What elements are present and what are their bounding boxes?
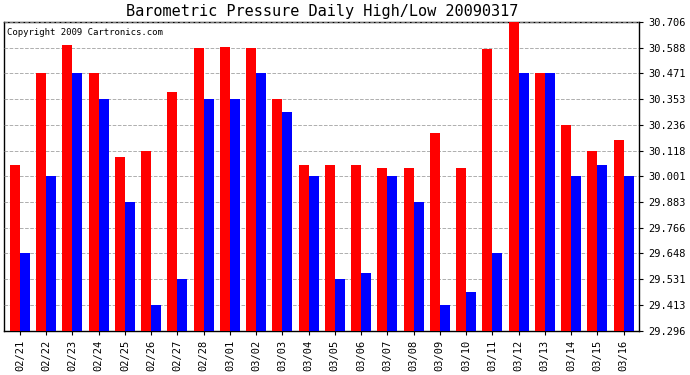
Bar	[482, 50, 493, 330]
Bar	[335, 279, 345, 330]
Bar	[299, 165, 308, 330]
Bar	[125, 202, 135, 330]
Bar	[561, 124, 571, 330]
Bar	[72, 73, 82, 330]
Bar	[325, 165, 335, 330]
Bar	[624, 176, 633, 330]
Bar	[46, 176, 56, 330]
Bar	[519, 73, 529, 330]
Bar	[256, 73, 266, 330]
Text: Copyright 2009 Cartronics.com: Copyright 2009 Cartronics.com	[8, 28, 164, 37]
Bar	[141, 150, 151, 330]
Title: Barometric Pressure Daily High/Low 20090317: Barometric Pressure Daily High/Low 20090…	[126, 4, 518, 19]
Bar	[404, 168, 413, 330]
Bar	[36, 73, 46, 330]
Bar	[308, 176, 319, 330]
Bar	[282, 112, 293, 330]
Bar	[545, 73, 555, 330]
Bar	[387, 176, 397, 330]
Bar	[377, 168, 387, 330]
Bar	[509, 22, 519, 330]
Bar	[99, 99, 108, 330]
Bar	[62, 45, 72, 330]
Bar	[598, 165, 607, 330]
Bar	[430, 132, 440, 330]
Bar	[204, 99, 214, 330]
Bar	[115, 157, 125, 330]
Bar	[466, 292, 476, 330]
Bar	[440, 305, 450, 330]
Bar	[535, 73, 545, 330]
Bar	[246, 48, 256, 330]
Bar	[168, 93, 177, 330]
Bar	[361, 273, 371, 330]
Bar	[493, 254, 502, 330]
Bar	[413, 202, 424, 330]
Bar	[456, 168, 466, 330]
Bar	[151, 305, 161, 330]
Bar	[230, 99, 240, 330]
Bar	[587, 150, 598, 330]
Bar	[571, 176, 581, 330]
Bar	[20, 254, 30, 330]
Bar	[273, 99, 282, 330]
Bar	[220, 47, 230, 330]
Bar	[351, 165, 361, 330]
Bar	[194, 48, 204, 330]
Bar	[177, 279, 188, 330]
Bar	[89, 73, 99, 330]
Bar	[10, 165, 20, 330]
Bar	[613, 140, 624, 330]
